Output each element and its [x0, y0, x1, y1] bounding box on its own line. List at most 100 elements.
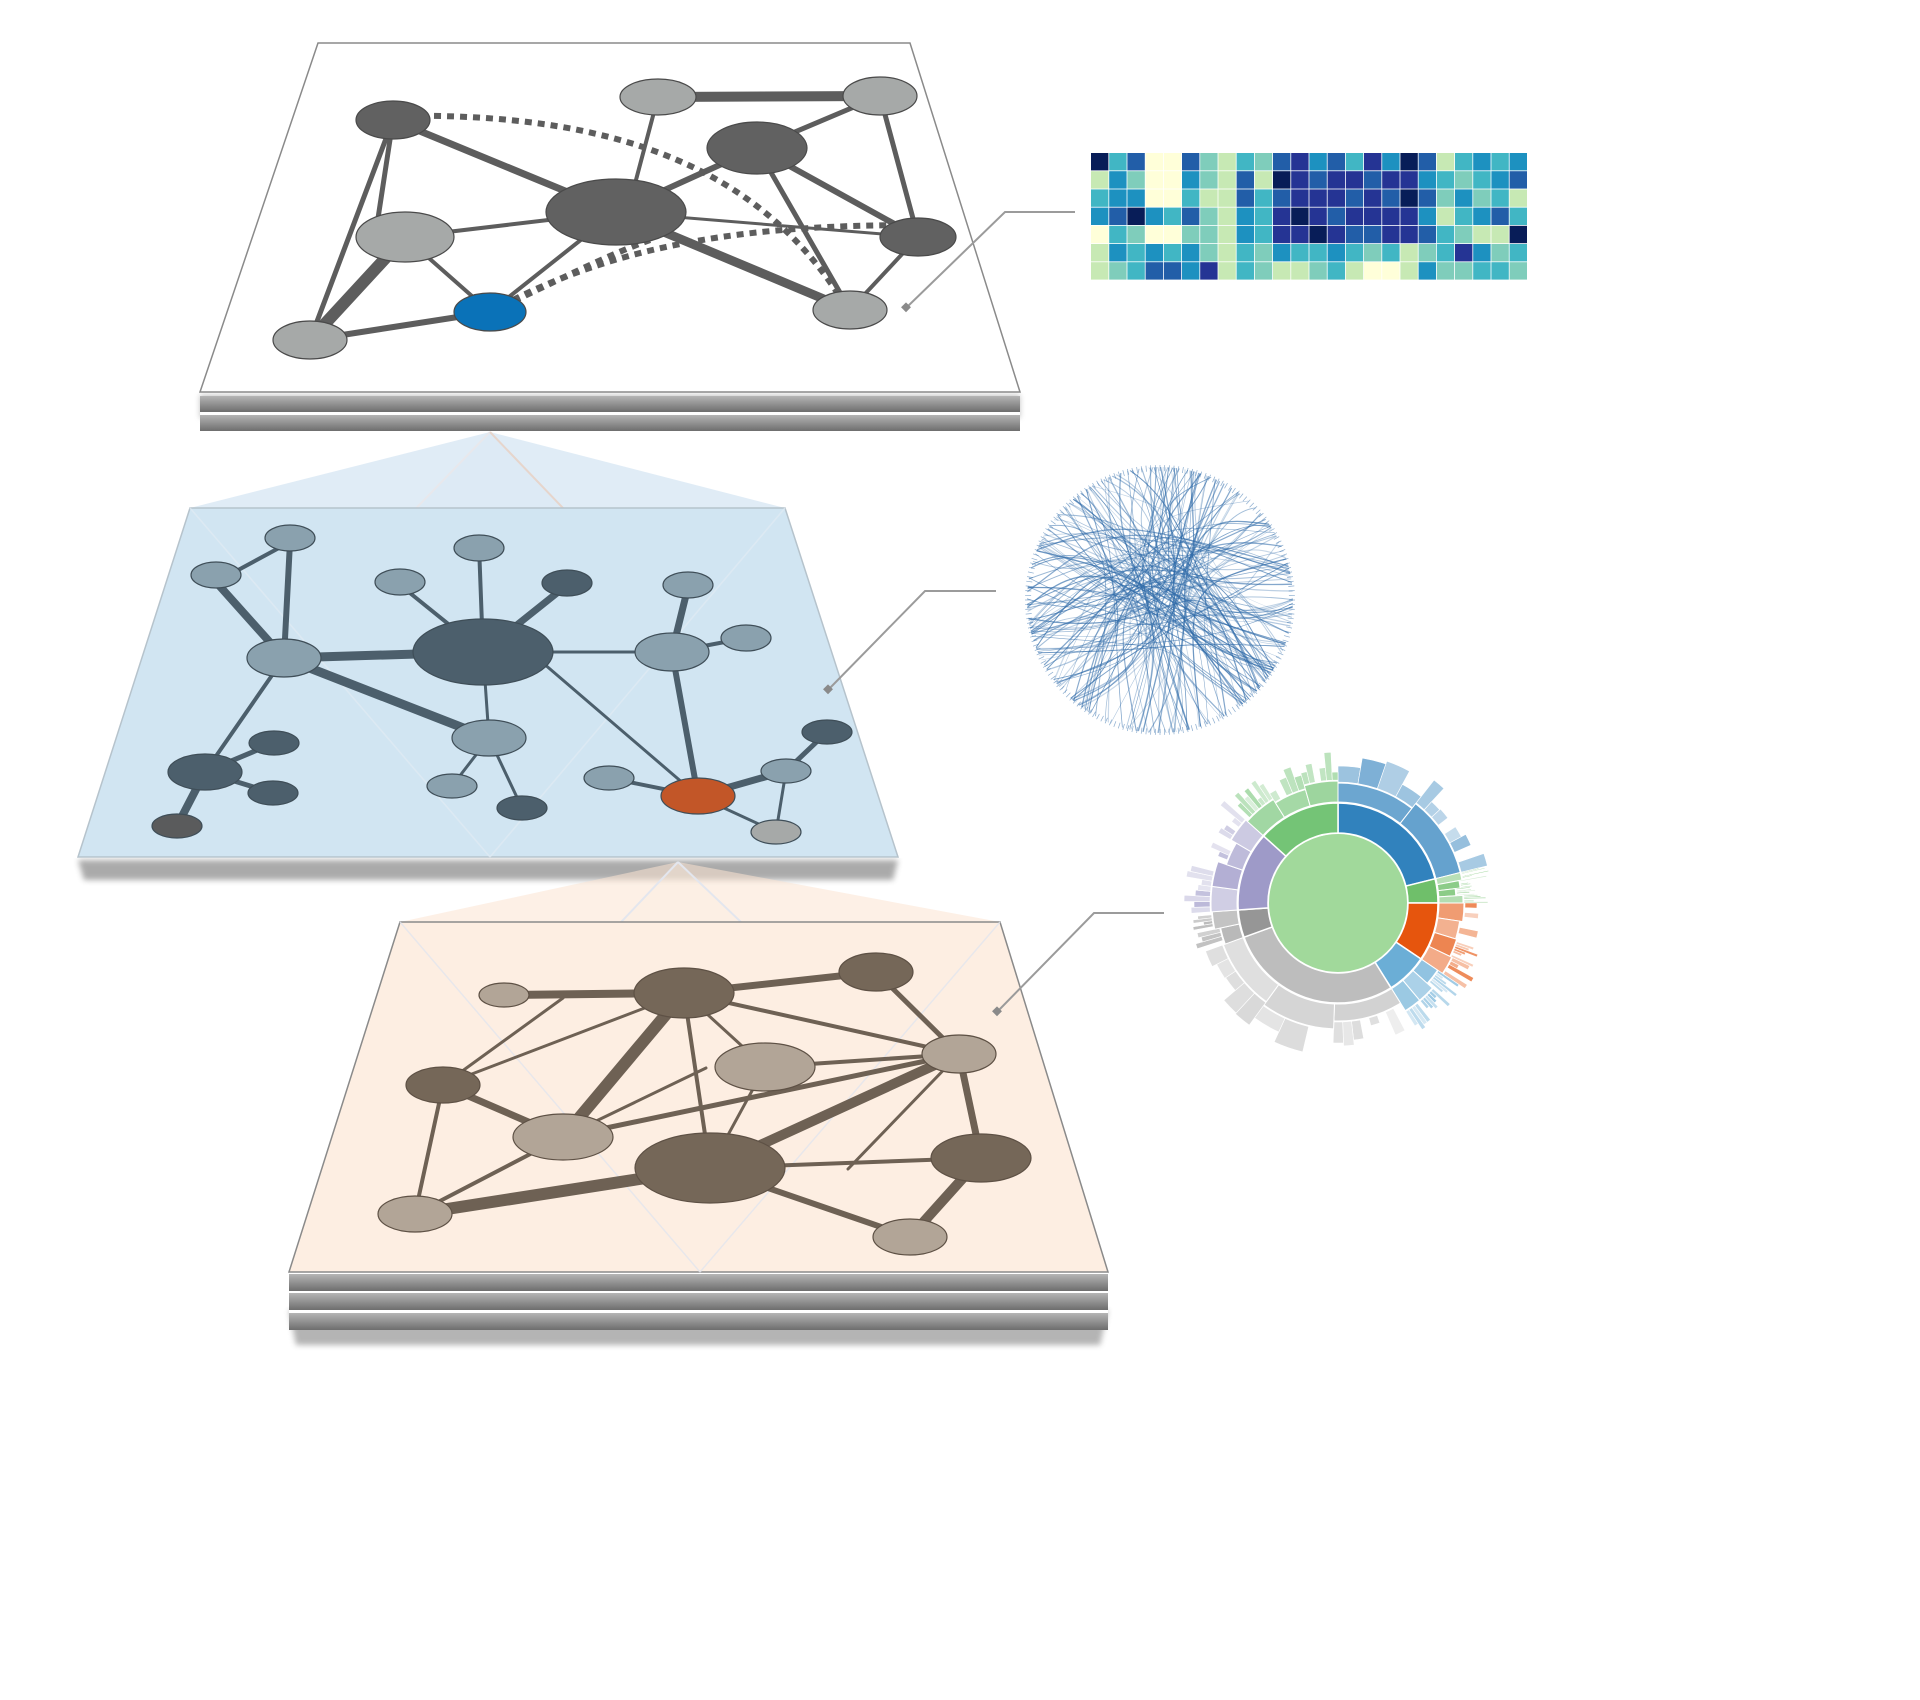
heatmap-cell: [1163, 207, 1182, 225]
bundle-tick: [1038, 656, 1045, 660]
heatmap-cell: [1382, 207, 1400, 225]
sunburst-leaf-segment: [1463, 912, 1479, 919]
heatmap-cell: [1236, 153, 1254, 171]
bundle-edge: [1028, 577, 1262, 687]
heatmap-cell: [1436, 225, 1455, 244]
heatmap-cell: [1400, 225, 1418, 244]
bundle-tick: [1080, 490, 1085, 496]
heatmap-cell: [1218, 244, 1236, 262]
bundle-edge: [1064, 469, 1186, 694]
heatmap-cell: [1473, 244, 1491, 262]
middle-node: [541, 569, 593, 597]
middle-node: [167, 753, 243, 791]
bundle-edge: [1091, 485, 1270, 676]
bundle-edge: [1028, 599, 1247, 702]
bundle-edge: [1148, 467, 1186, 733]
bundle-edge: [1081, 581, 1290, 708]
heatmap-cell: [1127, 189, 1145, 207]
heatmap-cell: [1145, 189, 1163, 207]
heatmap-cell: [1091, 207, 1109, 225]
sunburst-leaf-segment: [1332, 1021, 1344, 1044]
bundle-tick: [1235, 490, 1240, 496]
bundle-tick: [1258, 682, 1264, 688]
bundle-edge: [1078, 542, 1282, 706]
bundle-edge: [1080, 549, 1287, 708]
bottom-layer: [287, 921, 1110, 1345]
heatmap-cell: [1200, 153, 1218, 171]
heatmap-cell: [1254, 189, 1273, 207]
bundle-tick: [1190, 725, 1194, 732]
heatmap-cell: [1163, 244, 1182, 262]
heatmap-cell: [1200, 262, 1218, 280]
bundle-tick: [1140, 466, 1143, 473]
bundle-tick: [1145, 465, 1147, 472]
bundle-edge: [1064, 507, 1293, 601]
heatmap-cell: [1418, 244, 1436, 262]
bundle-edge: [1027, 524, 1271, 608]
heatmap-cell: [1236, 262, 1254, 280]
bundle-tick: [1031, 557, 1038, 561]
heatmap-cell: [1200, 225, 1218, 244]
leader-line-bottom: [996, 912, 1164, 1013]
middle-node: [496, 795, 548, 821]
heatmap-cell: [1327, 153, 1345, 171]
bottom-node: [872, 1218, 948, 1256]
bundle-edge: [1039, 542, 1153, 732]
bundle-edge: [1129, 469, 1269, 678]
bundle-edge: [1084, 470, 1136, 711]
middle-node: [264, 524, 316, 552]
bundle-edge: [1204, 478, 1225, 717]
middle-node: [374, 568, 426, 596]
heatmap-cell: [1273, 153, 1291, 171]
bundle-tick: [1288, 585, 1295, 587]
bundle-tick: [1255, 509, 1261, 514]
top-node: [812, 290, 888, 330]
heatmap-cell: [1236, 171, 1254, 189]
middle-node: [151, 813, 203, 839]
heatmap-cell: [1400, 244, 1418, 262]
heatmap-cell: [1345, 207, 1364, 225]
heatmap-cell: [1145, 244, 1163, 262]
heatmap-cell: [1291, 225, 1309, 244]
bundle-tick: [1249, 502, 1255, 508]
bundle-edge: [1145, 523, 1272, 733]
bundle-tick: [1076, 701, 1081, 707]
sunburst-leaf-segment: [1457, 927, 1479, 939]
heatmap-cell: [1236, 244, 1254, 262]
bundle-edge: [1043, 533, 1293, 612]
bundle-edge: [1053, 557, 1276, 681]
sunburst-leaf-segment: [1192, 923, 1214, 931]
middle-node: [451, 719, 527, 757]
bundle-tick: [1096, 713, 1100, 720]
top-node: [842, 76, 918, 116]
heatmap-cell: [1145, 225, 1163, 244]
bundle-edge: [1108, 476, 1241, 707]
heatmap-cell: [1109, 189, 1127, 207]
top-highlighted-node: [453, 292, 527, 332]
bottom-node: [633, 967, 735, 1019]
bundle-edge: [1027, 574, 1287, 644]
bundle-tick: [1042, 664, 1049, 668]
bundle-tick: [1050, 520, 1056, 525]
heatmap-cell: [1455, 207, 1473, 225]
bundle-tick: [1273, 660, 1280, 664]
bundle-tick: [1224, 482, 1228, 489]
heatmap-cell: [1273, 189, 1291, 207]
heatmap-cell: [1254, 171, 1273, 189]
sunburst-view: [1183, 751, 1490, 1053]
bundle-tick: [1131, 726, 1134, 733]
bundle-tick: [1031, 639, 1038, 643]
bottom-layer-sheet-stack: [289, 1274, 1108, 1345]
bundle-tick: [1027, 576, 1034, 578]
heatmap-cell: [1400, 207, 1418, 225]
bundle-edge: [1041, 538, 1167, 733]
heatmap-cell: [1200, 207, 1218, 225]
sunburst-leaf-segment: [1304, 763, 1316, 784]
bundle-edge: [1046, 468, 1180, 671]
top-node: [706, 121, 808, 175]
heatmap-cell: [1218, 171, 1236, 189]
middle-node: [750, 819, 802, 845]
middle-node: [248, 730, 300, 756]
